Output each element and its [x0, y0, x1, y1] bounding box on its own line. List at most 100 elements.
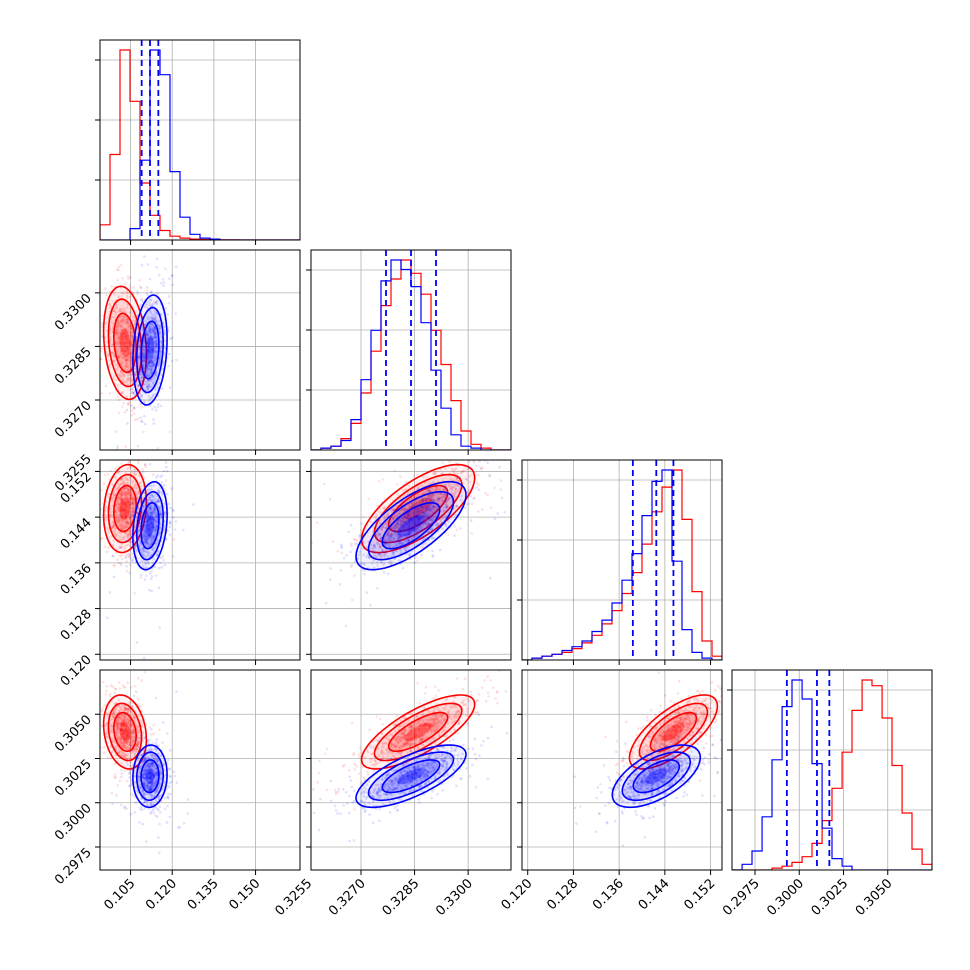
density-fill-series-1 — [382, 502, 440, 549]
x-tick-label: 0.105 — [101, 876, 138, 913]
scatter-panel-3-2 — [521, 669, 723, 871]
scatter-panel-2-1 — [310, 459, 512, 661]
histogram-series-1 — [732, 679, 932, 870]
contour-series-0 — [112, 711, 138, 753]
scatter-panel-3-0 — [99, 669, 301, 871]
scatter-points-series-1 — [111, 690, 190, 855]
density-fill-series-1 — [356, 745, 466, 808]
histogram-series-1 — [100, 49, 300, 240]
density-fill-series-0 — [119, 497, 131, 520]
scatter-panel-3-1 — [310, 669, 512, 871]
y-tick-label: 0.3270 — [52, 398, 95, 441]
panel-frame — [99, 459, 301, 661]
density-fill-series-0 — [113, 313, 137, 373]
contour-series-0 — [102, 694, 148, 770]
y-tick-label: 0.128 — [58, 607, 95, 644]
density-fill-series-1 — [645, 768, 668, 784]
density-fill-series-1 — [397, 768, 425, 784]
contour-series-1 — [136, 751, 164, 801]
scatter-panel-2-0 — [99, 459, 301, 661]
y-tick-label: 0.120 — [58, 653, 95, 690]
contour-series-0 — [102, 463, 148, 554]
panel-frame — [99, 249, 301, 451]
density-fill-series-0 — [374, 703, 462, 761]
x-tick-label: 0.150 — [226, 876, 263, 913]
x-tick-label: 0.2975 — [720, 876, 763, 919]
density-fill-series-0 — [388, 485, 448, 532]
y-tick-label: 0.3000 — [52, 801, 95, 844]
density-fill-series-1 — [368, 491, 454, 560]
density-fill-series-0 — [650, 712, 697, 752]
contour-series-1 — [140, 759, 160, 794]
density-fill-series-0 — [629, 695, 718, 769]
density-fill-series-1 — [356, 481, 466, 570]
panel-frame — [99, 39, 301, 241]
panel-frame — [521, 459, 723, 661]
contour-series-1 — [381, 759, 441, 794]
density-fill-series-0 — [119, 722, 131, 742]
contour-series-1 — [355, 744, 467, 809]
density-fill-series-1 — [141, 502, 159, 549]
y-tick-label: 0.3285 — [52, 345, 95, 388]
contour-series-0 — [387, 484, 449, 533]
contour-series-0 — [373, 702, 463, 762]
contour-series-1 — [621, 751, 692, 802]
density-fill-series-1 — [132, 745, 168, 808]
y-tick-label: 0.2975 — [52, 845, 95, 888]
density-fill-series-1 — [141, 321, 159, 379]
x-tick-label: 0.152 — [681, 876, 718, 913]
histogram-series-1 — [522, 469, 722, 660]
contour-series-1 — [611, 744, 702, 809]
panel-frame — [99, 669, 301, 871]
contour-series-0 — [107, 473, 143, 544]
contour-series-0 — [387, 711, 449, 753]
contour-series-1 — [140, 501, 160, 550]
contour-series-1 — [136, 490, 164, 561]
hist-panel-0 — [95, 39, 301, 241]
x-tick-label: 0.3255 — [272, 876, 315, 919]
contour-series-1 — [367, 751, 455, 802]
density-fill-series-0 — [639, 703, 708, 761]
histogram-series-1 — [311, 259, 511, 450]
contour-series-0 — [107, 702, 143, 762]
contour-series-1 — [132, 744, 168, 809]
scatter-points-series-0 — [100, 263, 172, 450]
x-tick-label: 0.3050 — [853, 876, 896, 919]
contour-series-0 — [360, 694, 476, 770]
density-fill-series-1 — [145, 514, 155, 537]
density-fill-series-1 — [145, 336, 155, 364]
panel-frame — [521, 669, 723, 871]
contour-series-1 — [140, 320, 160, 380]
contour-series-0 — [360, 463, 476, 554]
density-fill-series-1 — [368, 752, 454, 801]
density-fill-series-0 — [404, 722, 433, 742]
contour-series-1 — [632, 759, 681, 794]
density-fill-series-1 — [397, 514, 425, 537]
density-fill-series-1 — [622, 752, 691, 801]
hist-panel-1 — [306, 249, 512, 451]
x-tick-label: 0.3000 — [764, 876, 807, 919]
histogram-series-0 — [100, 49, 300, 240]
x-tick-label: 0.144 — [636, 876, 673, 913]
y-tick-label: 0.144 — [58, 515, 95, 552]
hist-panel-2 — [517, 459, 723, 661]
x-tick-label: 0.136 — [590, 876, 627, 913]
contour-series-0 — [373, 473, 463, 544]
contour-series-0 — [638, 702, 709, 762]
hist-panel-3 — [727, 669, 933, 871]
x-tick-label: 0.3300 — [433, 876, 476, 919]
x-tick-label: 0.3285 — [380, 876, 423, 919]
density-fill-series-0 — [662, 722, 685, 742]
density-fill-series-0 — [119, 328, 131, 357]
y-tick-label: 0.3025 — [52, 757, 95, 800]
density-fill-series-1 — [141, 759, 159, 793]
y-tick-label: 0.3050 — [52, 712, 95, 755]
panel-frame — [310, 249, 512, 451]
contour-series-1 — [136, 306, 164, 394]
panel-frame — [731, 669, 933, 871]
contour-series-0 — [628, 694, 719, 770]
density-fill-series-1 — [633, 759, 680, 793]
contour-series-1 — [355, 480, 467, 571]
density-fill-series-1 — [132, 481, 168, 570]
